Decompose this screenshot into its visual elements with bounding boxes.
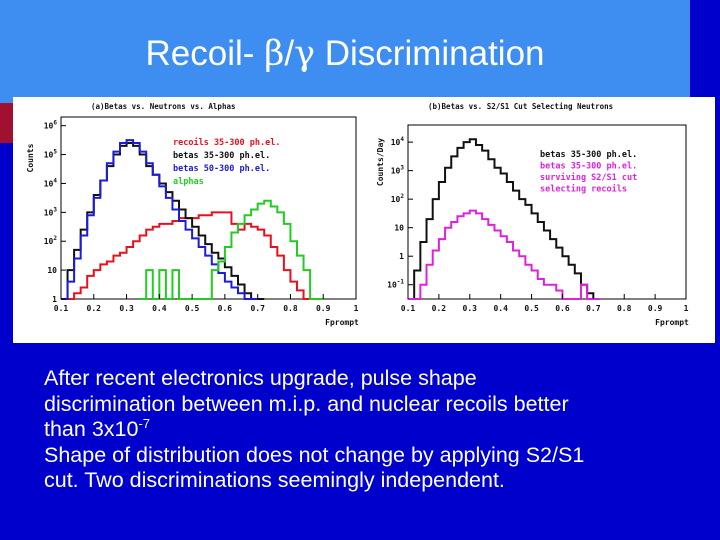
- title-slash: /: [284, 34, 295, 73]
- y-tick-label-exp: 5: [53, 149, 57, 156]
- series-line-2: [61, 139, 258, 300]
- y-tick-label: 105: [44, 149, 58, 160]
- title-beta-symbol: β: [264, 34, 285, 74]
- y-tick-label-exp: 2: [400, 193, 404, 200]
- legend-entry: betas 50-300 ph.el.: [173, 164, 270, 174]
- x-tick-label: 0.6: [555, 304, 570, 313]
- caption-line-3-exponent: -7: [138, 415, 151, 431]
- legend-entry: betas 35-300 ph.el.: [540, 150, 637, 160]
- y-tick-label-exp: -1: [397, 279, 405, 286]
- legend-entry: betas 35-300 ph.el.: [173, 151, 270, 161]
- y-tick-label-exp: 3: [53, 206, 57, 213]
- x-tick-label: 1: [684, 304, 689, 313]
- x-tick-label: 0.1: [54, 304, 69, 313]
- slide-title: Recoil- β/γ Discrimination: [0, 34, 690, 74]
- y-tick-label: 103: [391, 165, 405, 176]
- x-tick-label: 0.1: [401, 304, 416, 313]
- x-tick-label: 0.3: [463, 304, 478, 313]
- legend-entry: recoils 35-300 ph.el.: [173, 137, 280, 148]
- y-tick-label-exp: 6: [53, 120, 57, 127]
- x-tick-label: 0.5: [524, 304, 539, 313]
- y-tick-label: 10: [394, 224, 404, 233]
- y-tick-label: 103: [44, 206, 58, 217]
- caption-line-2: discrimination between m.i.p. and nuclea…: [44, 391, 569, 416]
- figure-panel: (a)Betas vs. Neutrons vs. Alphas 0.1 0.2 0.…: [13, 97, 715, 343]
- series-line-1: [408, 209, 600, 300]
- title-suffix: Discrimination: [315, 34, 545, 73]
- y-tick-label: 102: [44, 235, 58, 246]
- legend-entry: alphas: [173, 177, 204, 187]
- y-axis-label: Counts/Day: [376, 138, 385, 186]
- y-tick-label-exp: 4: [53, 177, 57, 184]
- charts-svg: (a)Betas vs. Neutrons vs. Alphas 0.1 0.2 0.…: [26, 102, 689, 327]
- y-tick-label: 106: [44, 120, 58, 131]
- caption-line-1: After recent electronics upgrade, pulse …: [44, 366, 477, 390]
- y-axis-label: Counts: [26, 143, 35, 172]
- x-tick-label: 0.2: [87, 304, 102, 313]
- title-bar: Recoil- β/γ Discrimination: [0, 0, 690, 103]
- x-tick-label: 0.4: [152, 304, 167, 313]
- x-tick-label: 0.4: [493, 304, 508, 313]
- legend-entry: surviving S2/S1 cut: [540, 172, 637, 183]
- y-tick-label: 10-1: [387, 279, 404, 290]
- decorative-strip: [0, 103, 13, 143]
- caption-line-4: Shape of distribution does not change by…: [44, 442, 585, 467]
- chart-panel-b: (b)Betas vs. S2/S1 Cut Selecting Neutron…: [376, 102, 689, 327]
- y-tick-label-exp: 3: [400, 165, 404, 172]
- plot-frame: [407, 124, 687, 300]
- chart-title: (b)Betas vs. S2/S1 Cut Selecting Neutron…: [428, 102, 613, 111]
- x-tick-label: 1: [354, 304, 359, 313]
- x-tick-label: 0.8: [283, 304, 298, 313]
- x-tick-label: 0.9: [316, 304, 331, 313]
- title-gamma-symbol: γ: [294, 34, 316, 74]
- caption-line-3-main: than 3x10: [44, 417, 139, 441]
- title-prefix: Recoil-: [145, 34, 265, 73]
- chart-title: (a)Betas vs. Neutrons vs. Alphas: [91, 102, 236, 111]
- x-tick-label: 0.8: [617, 304, 632, 313]
- y-tick-label-exp: 4: [400, 136, 404, 143]
- y-tick-label-exp: 2: [53, 235, 57, 242]
- y-tick-label: 102: [391, 193, 405, 204]
- x-tick-label: 0.6: [218, 304, 233, 313]
- x-tick-label: 0.7: [250, 304, 265, 313]
- x-tick-label: 0.3: [119, 304, 134, 313]
- caption-text: After recent electronics upgrade, pulse …: [44, 366, 704, 494]
- chart-panel-a: (a)Betas vs. Neutrons vs. Alphas 0.1 0.2 0.…: [26, 102, 359, 327]
- y-tick-label: 104: [44, 177, 58, 188]
- caption-line-5: cut. Two discriminations seemingly indep…: [44, 468, 505, 492]
- series-line-3: [139, 199, 324, 300]
- x-tick-label: 0.9: [648, 304, 663, 313]
- y-tick-label: 104: [391, 136, 405, 147]
- caption-line-3: than 3x10-7: [44, 417, 704, 443]
- y-tick-label: 1: [52, 295, 57, 304]
- y-tick-label: 10: [47, 266, 57, 275]
- x-tick-label: 0.2: [432, 304, 447, 313]
- x-axis-label: Fprompt: [325, 318, 359, 327]
- legend-entry: betas 35-300 ph.el.: [540, 162, 637, 172]
- legend-entry: selecting recoils: [540, 184, 627, 195]
- y-tick-label: 1: [399, 252, 404, 261]
- x-tick-label: 0.5: [185, 304, 200, 313]
- x-axis-label: Fprompt: [655, 318, 689, 327]
- x-tick-label: 0.7: [586, 304, 601, 313]
- series-line-0: [408, 138, 600, 300]
